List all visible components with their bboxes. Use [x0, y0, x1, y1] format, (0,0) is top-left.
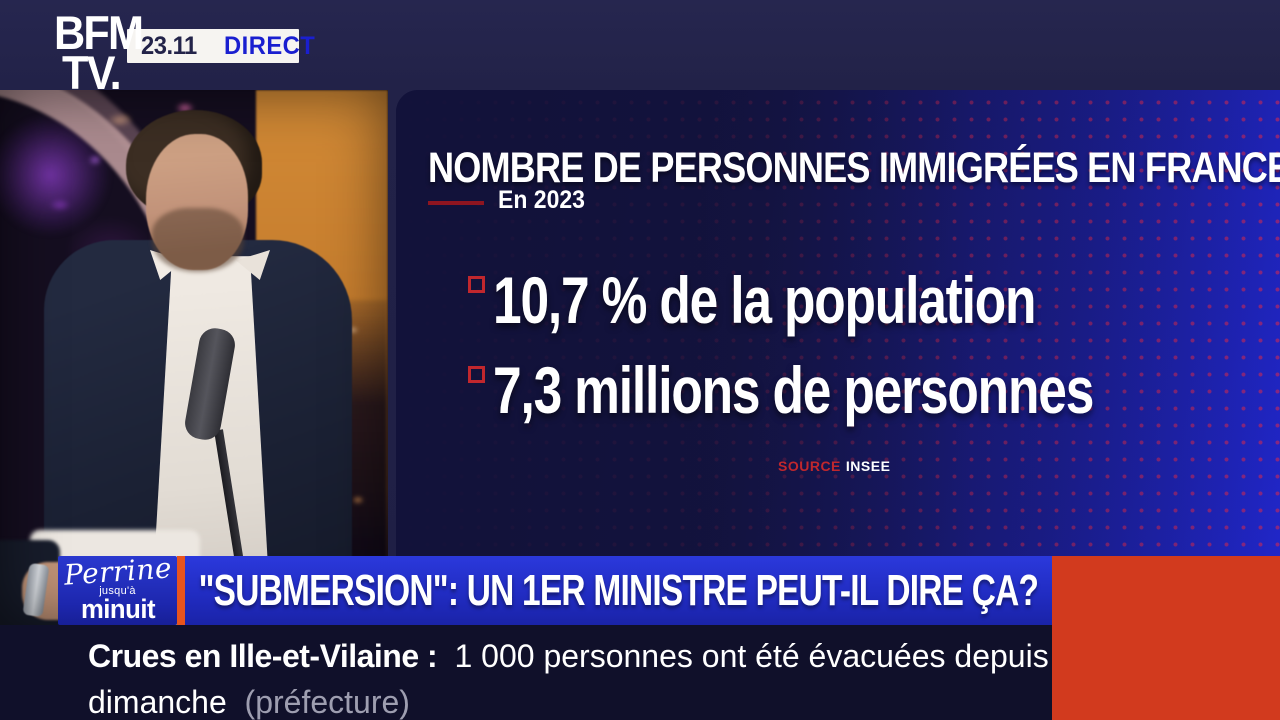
- stat-value-percentage: 10,7 % de la population: [493, 263, 1037, 337]
- stat-bullet-icon: [468, 366, 485, 383]
- ticker-line-1: Crues en Ille-et-Vilaine : 1 000 personn…: [88, 633, 1049, 679]
- bfm-logo-tv-text: TV.: [62, 46, 122, 99]
- ticker-body-continued: dimanche: [88, 684, 236, 720]
- source-label: SOURCE: [778, 458, 841, 474]
- video-vignette: [0, 90, 388, 625]
- infographic-panel: NOMBRE DE PERSONNES IMMIGRÉES EN FRANCE …: [396, 90, 1280, 556]
- title-underline-decor: [428, 201, 484, 205]
- stat-row-millions: 7,3 millions de personnes: [468, 356, 1262, 424]
- ticker-line-2: dimanche (préfecture): [88, 679, 1049, 720]
- banner-divider-decor: [177, 556, 185, 625]
- show-logo-box: Perrine jusqu'à minuit: [58, 550, 177, 625]
- stat-row-population: 10,7 % de la population: [468, 266, 1188, 334]
- dot-pattern-fade: [396, 90, 1280, 556]
- bfm-logo-text: BFM: [54, 6, 144, 59]
- headline-text: "SUBMERSION": UN 1ER MINISTRE PEUT-IL DI…: [198, 565, 1039, 615]
- headline-banner: "SUBMERSION": UN 1ER MINISTRE PEUT-IL DI…: [185, 556, 1052, 625]
- time-direct-bar: 23.11 DIRECT: [127, 29, 314, 63]
- stat-bullet-icon: [468, 276, 485, 293]
- ticker-attribution: (préfecture): [244, 684, 410, 720]
- clock-time: 23.11: [141, 31, 197, 60]
- infographic-title: NOMBRE DE PERSONNES IMMIGRÉES EN FRANCE: [428, 144, 1280, 192]
- ticker-text-block: Crues en Ille-et-Vilaine : 1 000 personn…: [88, 633, 1049, 720]
- show-name-bold: minuit: [80, 593, 155, 624]
- studio-video-feed: [0, 90, 388, 625]
- show-name-script: Perrine: [62, 550, 173, 592]
- show-name-small: jusqu'à: [99, 584, 136, 597]
- source-name: INSEE: [845, 458, 891, 474]
- live-direct-label: DIRECT: [223, 31, 315, 60]
- bfm-tv-logo: BFM TV.: [54, 6, 150, 99]
- infographic-period: En 2023: [498, 186, 585, 214]
- ticker-topic: Crues en Ille-et-Vilaine :: [88, 638, 446, 674]
- orange-corner-block: [1052, 556, 1280, 720]
- guest-beard: [152, 208, 244, 272]
- source-attribution: SOURCE INSEE: [778, 458, 890, 474]
- ticker-body: 1 000 personnes ont été évacuées depuis: [454, 638, 1049, 674]
- stat-value-millions: 7,3 millions de personnes: [493, 353, 1094, 427]
